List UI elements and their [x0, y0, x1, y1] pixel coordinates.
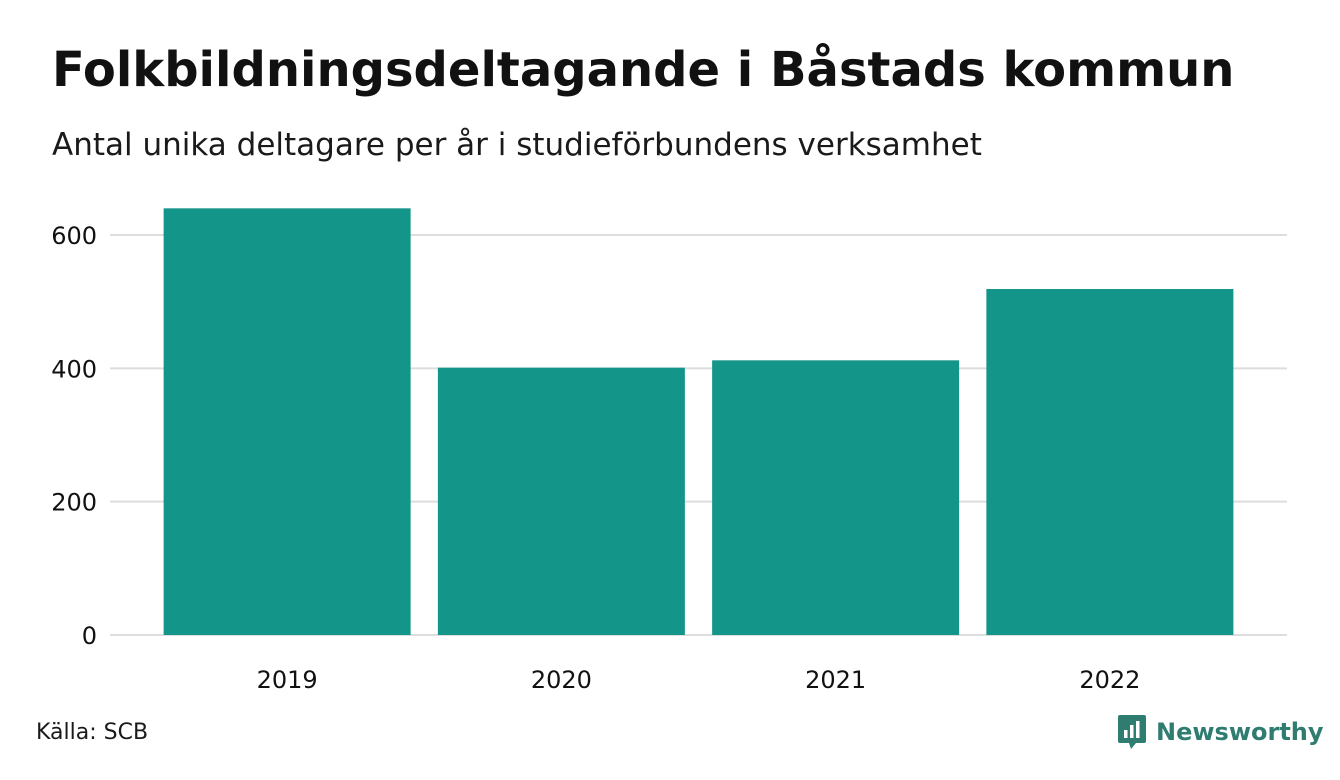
bar	[986, 289, 1234, 635]
x-tick-label: 2022	[1079, 666, 1140, 694]
x-tick-label: 2021	[805, 666, 866, 694]
chart-title: Folkbildningsdeltagande i Båstads kommun	[52, 42, 1235, 98]
x-tick-label: 2020	[531, 666, 592, 694]
newsworthy-logo-icon	[1118, 715, 1146, 749]
source-note: Källa: SCB	[36, 720, 149, 745]
bar	[163, 208, 411, 636]
x-tick-label: 2019	[257, 666, 318, 694]
brand-name: Newsworthy	[1156, 718, 1324, 746]
chart-subtitle: Antal unika deltagare per år i studieför…	[52, 127, 982, 163]
y-tick-label: 200	[51, 489, 97, 517]
y-tick-label: 0	[82, 622, 97, 650]
y-tick-label: 600	[51, 222, 97, 250]
bar	[437, 367, 685, 635]
brand-logo: Newsworthy	[1117, 712, 1324, 752]
y-tick-label: 400	[51, 355, 97, 383]
bar	[712, 360, 960, 635]
